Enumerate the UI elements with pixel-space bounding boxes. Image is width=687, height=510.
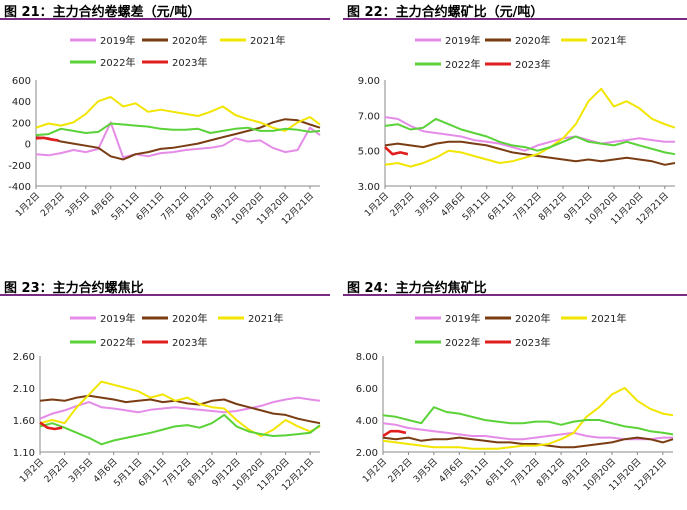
series-line-y2022 bbox=[382, 406, 674, 436]
legend-label: 2023年 bbox=[172, 336, 207, 349]
y-tick-label: 400 bbox=[12, 97, 31, 108]
legend-label: 2021年 bbox=[250, 34, 285, 47]
x-tick-label: 3月5日 bbox=[411, 456, 440, 485]
title-rule bbox=[343, 18, 687, 20]
legend-label: 2023年 bbox=[515, 58, 550, 71]
series-line-y2019 bbox=[35, 121, 321, 159]
legend-label: 2019年 bbox=[100, 312, 135, 325]
chart-panel-21: 图 21：主力合约卷螺差（元/吨） 2019年 2020年 2021年 2022年 20… bbox=[0, 0, 330, 250]
chart-header-22: 图 22：主力合约螺矿比（元/吨） bbox=[343, 0, 687, 20]
y-tick-label: -200 bbox=[8, 161, 31, 172]
x-tick-label: 2月2日 bbox=[388, 190, 417, 219]
x-tick-label: 1月2日 bbox=[14, 190, 43, 219]
y-tick-label: 2.00 bbox=[356, 448, 378, 459]
legend-label: 2019年 bbox=[100, 34, 135, 47]
chart-24: 2019年 2020年 2021年 2022年 2023年 2.00 4.00 6.00 8.0… bbox=[356, 312, 674, 493]
y-tick-label: 2.10 bbox=[13, 384, 35, 395]
series-line-y2019 bbox=[39, 396, 321, 420]
y-tick-label: 600 bbox=[12, 76, 31, 87]
series-line-y2021 bbox=[382, 387, 674, 450]
series-line-y2022 bbox=[35, 122, 321, 137]
x-tick-label: 1月2日 bbox=[363, 190, 392, 219]
y-tick-label: 0 bbox=[25, 140, 31, 151]
series-line-y2019 bbox=[382, 422, 673, 441]
chart-title-21: 图 21：主力合约卷螺差（元/吨） bbox=[4, 4, 201, 20]
series-line-y2023 bbox=[35, 136, 59, 142]
series-line-y2021 bbox=[39, 380, 321, 437]
legend-label: 2021年 bbox=[591, 312, 626, 325]
chart-panel-22: 图 22：主力合约螺矿比（元/吨） 2019年 2020年 2021年 2022年 20… bbox=[343, 0, 687, 250]
series-line-y2020 bbox=[382, 436, 674, 449]
chart-panel-23: 图 23：主力合约螺焦比 2019年 2020年 2021年 2022年 2023年 1.… bbox=[0, 276, 330, 509]
chart-header-21: 图 21：主力合约卷螺差（元/吨） bbox=[0, 0, 330, 20]
legend-label: 2022年 bbox=[445, 58, 480, 71]
chart-header-23: 图 23：主力合约螺焦比 bbox=[0, 276, 330, 296]
title-rule bbox=[0, 18, 330, 20]
legend-label: 2023年 bbox=[515, 336, 550, 349]
series-line-y2022 bbox=[384, 117, 676, 156]
legend-label: 2020年 bbox=[515, 312, 550, 325]
series-line-y2022 bbox=[39, 413, 321, 446]
y-tick-label: 9.00 bbox=[358, 76, 380, 87]
legend-label: 2020年 bbox=[172, 312, 207, 325]
legend-label: 2019年 bbox=[445, 34, 480, 47]
chart-panel-24: 图 24：主力合约焦矿比 2019年 2020年 2021年 2022年 2023年 2.… bbox=[343, 276, 687, 509]
legend-label: 2020年 bbox=[172, 34, 207, 47]
title-rule bbox=[0, 294, 330, 296]
y-tick-label: 2.60 bbox=[13, 352, 35, 363]
series-line-y2021 bbox=[384, 87, 676, 168]
series-line-y2023 bbox=[384, 146, 409, 156]
y-tick-label: 1.10 bbox=[13, 448, 35, 459]
legend-label: 2022年 bbox=[445, 336, 480, 349]
x-tick-label: 3月5日 bbox=[67, 456, 96, 485]
chart-title-22: 图 22：主力合约螺矿比（元/吨） bbox=[347, 4, 544, 20]
legend-label: 2021年 bbox=[591, 34, 626, 47]
legend-label: 2019年 bbox=[445, 312, 480, 325]
legend-label: 2023年 bbox=[172, 56, 207, 69]
legend-label: 2022年 bbox=[100, 336, 135, 349]
x-tick-label: 2月2日 bbox=[38, 190, 67, 219]
x-tick-label: 1月2日 bbox=[361, 456, 390, 485]
chart-22: 2019年 2020年 2021年 2022年 2023年 3.00 5.00 7.00 9.0… bbox=[358, 34, 676, 227]
y-tick-label: 8.00 bbox=[356, 352, 378, 363]
x-tick-label: 3月5日 bbox=[413, 190, 442, 219]
y-tick-label: 6.00 bbox=[356, 384, 378, 395]
y-tick-label: 4.00 bbox=[356, 416, 378, 427]
y-tick-label: 3.00 bbox=[358, 182, 380, 193]
legend-label: 2020年 bbox=[515, 34, 550, 47]
legend-label: 2022年 bbox=[100, 56, 135, 69]
chart-23: 2019年 2020年 2021年 2022年 2023年 1.10 1.60 2.10 2.6… bbox=[13, 312, 321, 493]
y-tick-label: 1.60 bbox=[13, 416, 35, 427]
chart-title-23: 图 23：主力合约螺焦比 bbox=[4, 280, 144, 296]
series-line-y2023 bbox=[39, 421, 63, 431]
chart-21: 2019年 2020年 2021年 2022年 2023年 -400 -200 0 200 400… bbox=[8, 34, 321, 227]
legend-label: 2021年 bbox=[248, 312, 283, 325]
chart-title-24: 图 24：主力合约焦矿比 bbox=[347, 280, 487, 296]
series-line-y2021 bbox=[35, 96, 321, 132]
title-rule bbox=[343, 294, 687, 296]
y-tick-label: 7.00 bbox=[358, 111, 380, 122]
y-tick-label: 200 bbox=[12, 118, 31, 129]
chart-header-24: 图 24：主力合约焦矿比 bbox=[343, 276, 687, 296]
y-tick-label: -400 bbox=[8, 182, 31, 193]
series-line-y2023 bbox=[382, 429, 407, 438]
series-line-y2020 bbox=[35, 118, 321, 161]
y-tick-label: 5.00 bbox=[358, 147, 380, 158]
x-tick-label: 3月5日 bbox=[63, 190, 92, 219]
x-tick-label: 2月2日 bbox=[386, 456, 415, 485]
x-tick-label: 2月2日 bbox=[42, 456, 71, 485]
x-tick-label: 1月2日 bbox=[18, 456, 47, 485]
